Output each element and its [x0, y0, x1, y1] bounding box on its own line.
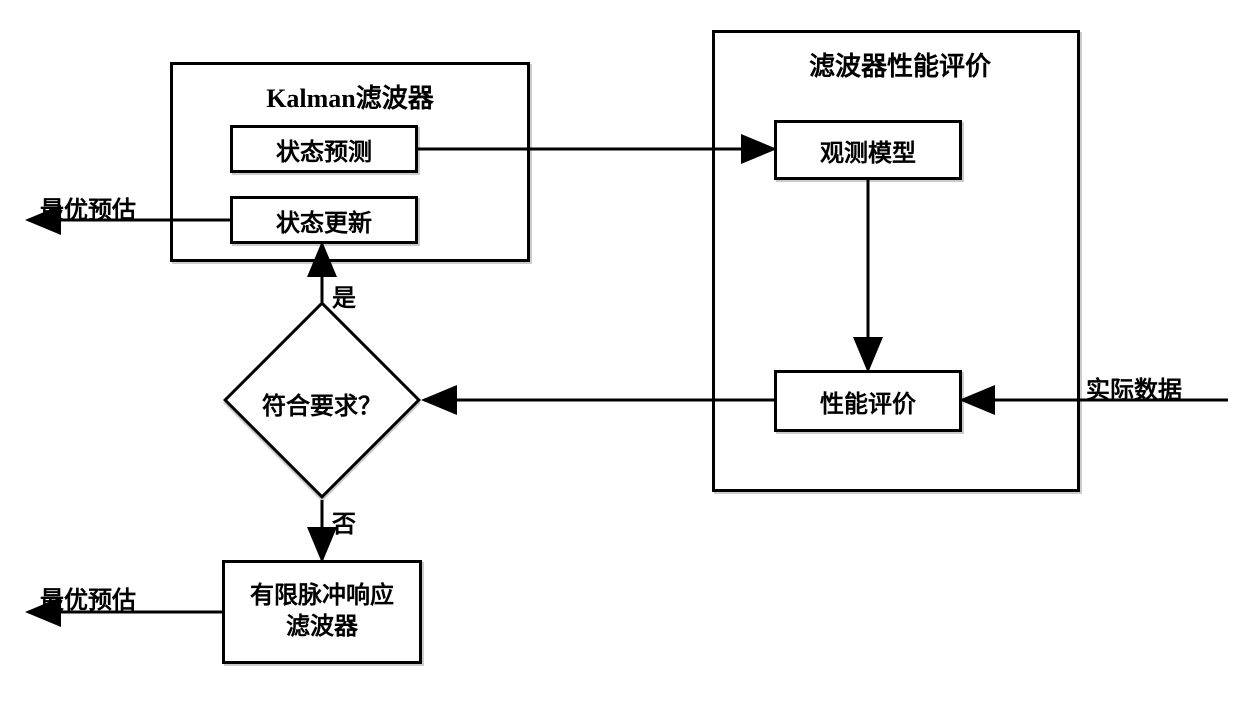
decision-label: 符合要求？ [252, 386, 392, 421]
state-update-node: 状态更新 [230, 196, 418, 244]
perf-eval-label: 性能评价 [820, 384, 916, 419]
obs-model-node: 观测模型 [774, 120, 962, 180]
optimal-est-top-label: 最优预估 [40, 190, 136, 225]
fir-filter-label: 有限脉冲响应 滤波器 [250, 581, 394, 643]
optimal-est-bottom-label: 最优预估 [40, 580, 136, 615]
perf-eval-node: 性能评价 [774, 370, 962, 432]
obs-model-label: 观测模型 [820, 133, 916, 168]
actual-data-label: 实际数据 [1086, 370, 1182, 405]
fir-filter-node: 有限脉冲响应 滤波器 [222, 560, 422, 664]
yes-label: 是 [332, 278, 356, 313]
state-predict-label: 状态预测 [276, 132, 372, 167]
evaluation-title: 滤波器性能评价 [790, 46, 1010, 83]
no-label: 否 [332, 504, 356, 539]
kalman-title: Kalman滤波器 [240, 78, 460, 115]
state-update-label: 状态更新 [276, 203, 372, 238]
state-predict-node: 状态预测 [230, 125, 418, 173]
